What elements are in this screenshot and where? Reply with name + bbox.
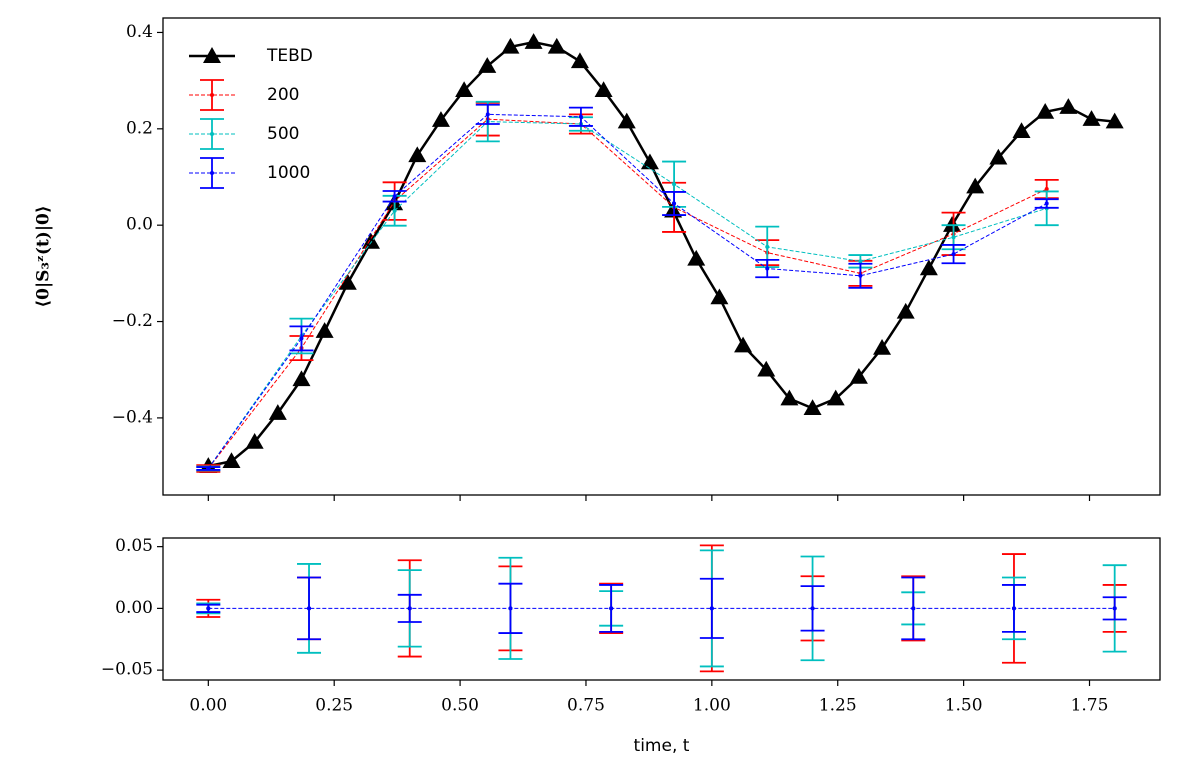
plot-area [196, 33, 1124, 473]
legend-entry: 1000 [189, 157, 310, 189]
marker [734, 336, 753, 353]
marker [873, 339, 892, 355]
marker [578, 114, 583, 119]
legend-label: 200 [267, 85, 299, 105]
series-line [208, 40, 1115, 468]
x-tick-label: 1.00 [693, 696, 731, 716]
y-tick-label: −0.4 [112, 407, 153, 427]
x-tick-label: 0.50 [441, 696, 479, 716]
marker [407, 606, 412, 611]
marker [672, 201, 677, 206]
marker [222, 452, 241, 469]
y-tick-label: −0.2 [112, 311, 153, 331]
marker [826, 389, 845, 406]
marker [1082, 110, 1101, 126]
marker [338, 274, 357, 290]
marker [896, 302, 915, 319]
marker [849, 367, 868, 384]
y-tick-label: 0.0 [126, 215, 153, 235]
marker [617, 112, 636, 129]
marker [508, 606, 513, 611]
marker [919, 259, 938, 276]
marker [206, 606, 211, 611]
marker [951, 235, 956, 240]
marker [206, 466, 211, 471]
marker [1044, 187, 1049, 192]
legend-entry: TEBD [189, 46, 313, 66]
marker [485, 112, 490, 117]
plot-area [196, 544, 1127, 673]
legend-label: 500 [267, 124, 299, 144]
legend-label: 1000 [267, 163, 310, 183]
marker [858, 259, 863, 264]
legend-entry: 500 [189, 118, 299, 150]
marker [757, 360, 776, 377]
marker [408, 146, 427, 163]
marker [547, 37, 566, 54]
y-tick-label: 0.2 [126, 118, 153, 138]
x-tick-label: 0.25 [315, 696, 353, 716]
marker [710, 288, 729, 305]
marker [687, 249, 706, 266]
legend-marker [203, 47, 221, 63]
x-axis-label: time, t [634, 736, 690, 756]
marker [810, 606, 815, 611]
marker [858, 273, 863, 278]
marker [478, 57, 497, 73]
series-line [207, 121, 1047, 469]
marker [709, 606, 714, 611]
marker [594, 81, 613, 98]
marker [455, 81, 474, 98]
marker [292, 370, 311, 387]
x-tick-label: 1.25 [819, 696, 857, 716]
marker [431, 111, 450, 127]
marker [1012, 122, 1031, 138]
marker [299, 336, 304, 341]
marker [664, 201, 683, 218]
x-tick-label: 0.00 [189, 696, 227, 716]
y-axis-label: ⟨0|S₃ᶻ(t)|0⟩ [34, 205, 54, 307]
marker [640, 153, 659, 170]
x-tick-label: 1.50 [945, 696, 983, 716]
marker [1036, 102, 1055, 119]
y-tick-label: 0.4 [126, 22, 153, 42]
marker [1059, 98, 1078, 114]
marker [765, 266, 770, 271]
legend-label: TEBD [266, 46, 313, 66]
marker [361, 233, 380, 249]
marker [943, 216, 962, 232]
marker [315, 322, 334, 338]
marker [1044, 201, 1049, 206]
marker [780, 389, 799, 406]
marker [609, 606, 614, 611]
y-tick-label: −0.05 [101, 660, 153, 680]
marker [307, 606, 312, 611]
marker [989, 148, 1008, 165]
axes-frame [162, 537, 1161, 681]
marker [765, 244, 770, 249]
marker [966, 177, 985, 194]
marker [911, 606, 916, 611]
marker [245, 433, 264, 449]
marker [268, 404, 287, 420]
marker [392, 194, 397, 199]
y-tick-label: 0.00 [115, 598, 153, 618]
marker [501, 37, 520, 54]
y-tick-label: 0.05 [115, 536, 153, 556]
series-line [207, 118, 1047, 469]
marker [570, 52, 589, 69]
legend-entry: 200 [189, 79, 299, 111]
x-tick-label: 1.75 [1071, 696, 1109, 716]
x-tick-label: 0.75 [567, 696, 605, 716]
marker [951, 252, 956, 257]
marker [1105, 112, 1124, 129]
marker [1112, 606, 1117, 611]
axes-frame [162, 17, 1161, 496]
marker [1011, 606, 1016, 611]
marker [672, 182, 677, 187]
marker [392, 208, 397, 213]
marker [524, 33, 543, 49]
marker [803, 399, 822, 416]
